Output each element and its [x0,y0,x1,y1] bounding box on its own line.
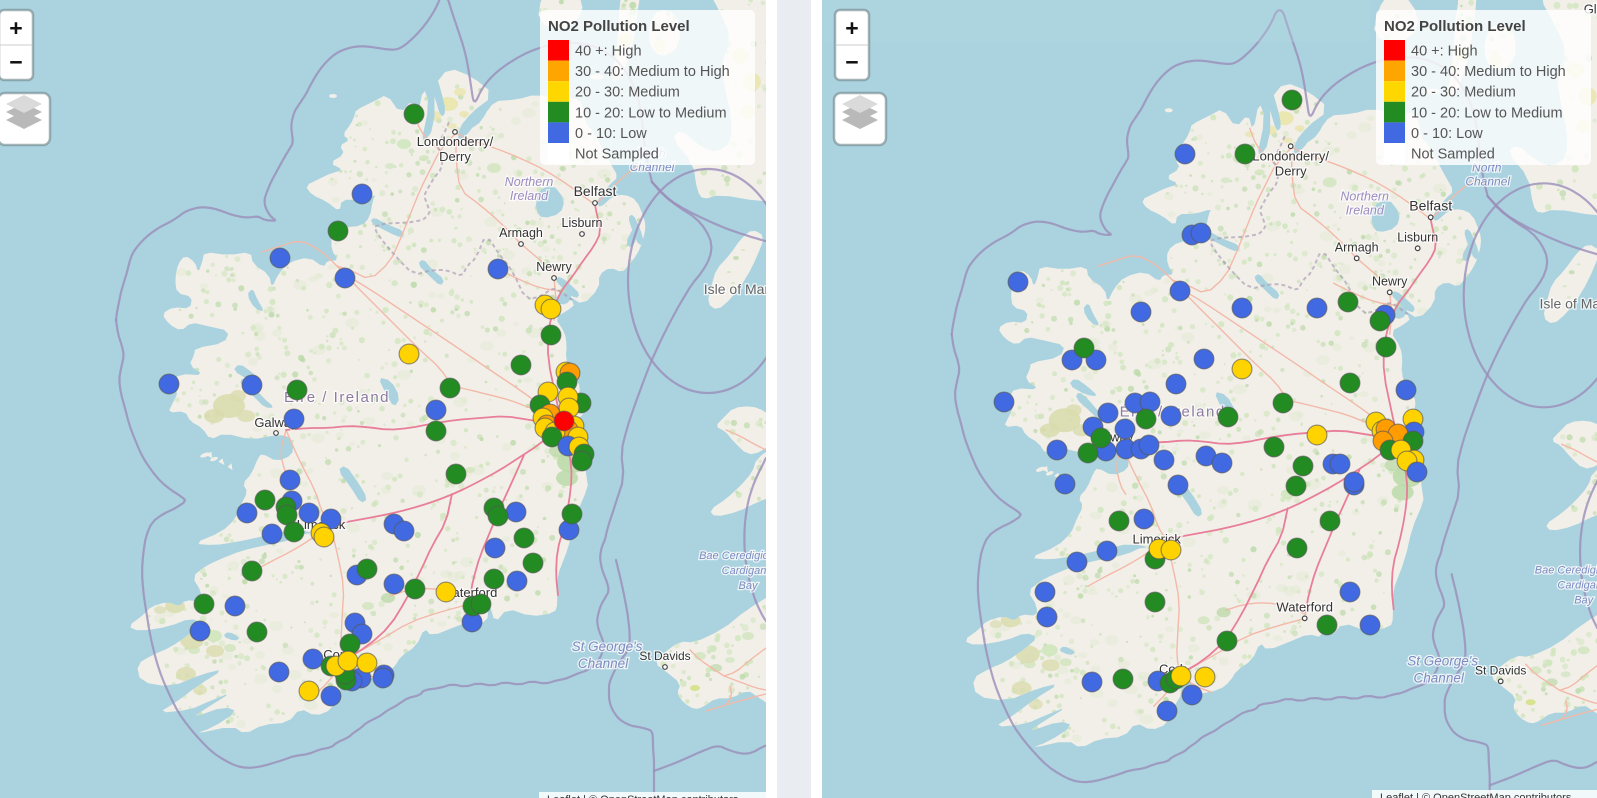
svg-text:NO2 Pollution Level: NO2 Pollution Level [1384,18,1526,35]
svg-text:−: − [9,49,22,75]
svg-text:0 - 10: Low: 0 - 10: Low [575,126,647,142]
svg-text:Leaflet | © OpenStreetMap cont: Leaflet | © OpenStreetMap contributors [1380,792,1572,798]
svg-text:10 - 20: Low to Medium: 10 - 20: Low to Medium [1411,105,1563,121]
svg-text:40 +: High: 40 +: High [575,44,642,60]
svg-text:+: + [845,15,858,41]
svg-text:20 - 30: Medium: 20 - 30: Medium [1411,85,1516,101]
svg-text:NO2 Pollution Level: NO2 Pollution Level [548,18,690,35]
svg-text:Not Sampled: Not Sampled [575,147,659,163]
svg-text:−: − [845,49,858,75]
svg-text:10 - 20: Low to Medium: 10 - 20: Low to Medium [575,105,727,121]
svg-text:+: + [9,15,22,41]
svg-text:30 - 40: Medium to High: 30 - 40: Medium to High [1411,64,1566,80]
svg-text:Leaflet | © OpenStreetMap cont: Leaflet | © OpenStreetMap contributors [547,794,739,798]
svg-text:30 - 40: Medium to High: 30 - 40: Medium to High [575,64,730,80]
svg-text:40 +: High: 40 +: High [1411,44,1478,60]
svg-text:20 - 30: Medium: 20 - 30: Medium [575,85,680,101]
svg-text:0 - 10: Low: 0 - 10: Low [1411,126,1483,142]
svg-text:Not Sampled: Not Sampled [1411,147,1495,163]
